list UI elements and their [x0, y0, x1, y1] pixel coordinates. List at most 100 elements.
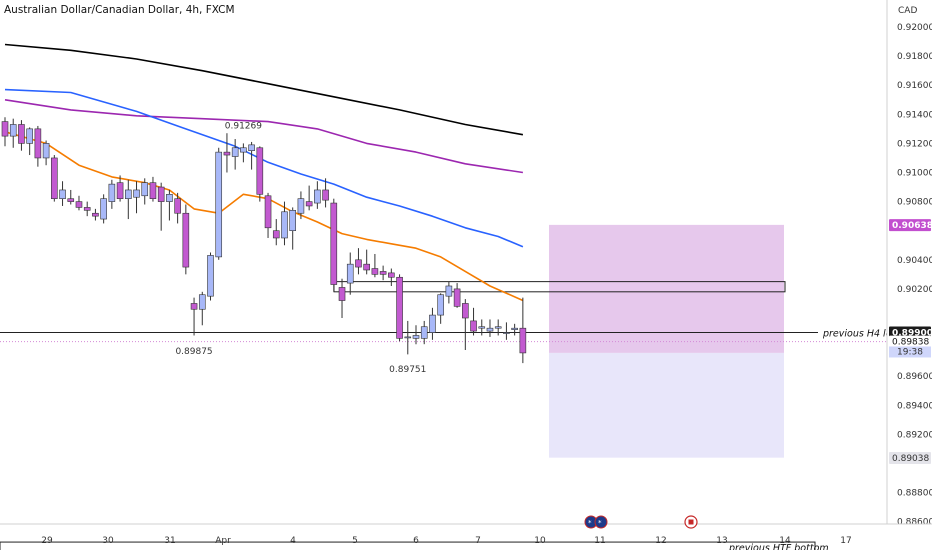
candle: [363, 249, 370, 275]
candle: [396, 274, 403, 342]
candle: [412, 325, 420, 345]
candle: [503, 322, 510, 340]
moving-average-line: [4, 88, 524, 248]
candle-body-bear: [470, 320, 477, 332]
candle-body-bear: [34, 128, 42, 159]
candle-body-bear: [149, 182, 157, 199]
candle: [149, 176, 157, 202]
candle-body-bull: [429, 314, 436, 333]
candle-body-bear: [330, 202, 338, 285]
candle: [272, 219, 280, 246]
candle-body-bear: [256, 147, 264, 195]
candle-body-bear: [1, 121, 9, 137]
x-tick-label: 4: [290, 536, 296, 546]
candle: [83, 201, 91, 217]
candle-body-bear: [462, 303, 469, 319]
candle-body-bear: [51, 157, 58, 199]
candles: [1, 117, 527, 364]
y-tick-label: 0.91800: [897, 52, 932, 62]
candle: [420, 320, 428, 345]
x-tick-label: 31: [164, 536, 175, 546]
candle-body-bear: [157, 186, 165, 202]
candle-body-bear: [116, 182, 124, 199]
event-flag-canada-icon[interactable]: [684, 515, 698, 529]
candle-body-bull: [486, 327, 494, 332]
candle-body-bull: [420, 326, 428, 339]
candle-body-bear: [75, 201, 83, 208]
candle-body-bull: [100, 198, 107, 220]
candle-body-bear: [174, 198, 181, 214]
candle: [322, 178, 329, 208]
candle: [190, 297, 198, 336]
y-tick-label: 0.91400: [897, 110, 932, 120]
x-tick-label: Apr: [215, 536, 231, 546]
take-profit-zone[interactable]: [549, 224, 784, 353]
candle-body-bull: [437, 294, 444, 316]
candle: [51, 155, 58, 202]
candle-body-bull: [248, 144, 255, 151]
candle: [470, 307, 477, 336]
candle-body-bear: [272, 230, 280, 239]
candle: [75, 195, 83, 211]
price-label: 0.89838: [892, 338, 929, 348]
candle: [478, 319, 486, 336]
x-tick-label: 12: [655, 536, 666, 546]
candle-body-bear: [190, 303, 198, 310]
candle-body-bull: [445, 285, 453, 297]
position-tool[interactable]: [549, 224, 784, 458]
y-tick-label: 0.89600: [897, 372, 932, 382]
candle: [174, 192, 181, 224]
candle: [453, 283, 461, 308]
candle-body-bull: [166, 194, 173, 202]
candle-body-bull: [198, 294, 206, 310]
candle-body-bear: [83, 207, 91, 211]
candle-body-bear: [18, 124, 25, 144]
y-tick-label: 0.91600: [897, 81, 932, 91]
chart-title: Australian Dollar/Canadian Dollar, 4h, F…: [4, 4, 235, 16]
candle: [338, 278, 346, 318]
candle: [9, 118, 17, 148]
candle-body-bull: [59, 189, 66, 199]
x-tick-label: 7: [475, 536, 481, 546]
candle: [486, 319, 494, 337]
price-extreme-label: 0.89875: [175, 347, 212, 357]
candle-body-bull: [289, 210, 297, 232]
currency-label: CAD: [898, 6, 917, 16]
candle: [388, 268, 395, 286]
candle: [182, 204, 190, 275]
candle: [346, 252, 354, 295]
y-tick-label: 0.88800: [897, 489, 932, 499]
candle: [240, 143, 247, 163]
candle: [67, 189, 75, 205]
candle-body-bull: [125, 189, 132, 199]
candle: [289, 207, 297, 250]
htf-bottom-box[interactable]: [0, 541, 816, 550]
candle: [248, 141, 255, 170]
x-tick-label: 17: [840, 536, 851, 546]
stop-loss-zone[interactable]: [549, 352, 784, 458]
moving-averages: [4, 43, 524, 302]
candle: [42, 140, 50, 166]
candle-body-bull: [240, 147, 247, 153]
candle: [157, 182, 165, 231]
candle: [133, 181, 140, 214]
x-tick-label: 13: [716, 536, 727, 546]
candle: [462, 299, 469, 351]
previous-htf-bottom-label: previous HTF bottom: [728, 543, 829, 550]
candle: [166, 189, 173, 221]
candle: [256, 146, 264, 202]
price-extreme-label: 0.91269: [225, 121, 262, 131]
x-tick-label: 30: [102, 536, 114, 546]
candle-body-bull: [108, 183, 116, 202]
events-markers[interactable]: * *: [584, 515, 698, 529]
candle: [404, 320, 412, 355]
event-flag-australia-icon[interactable]: *: [594, 515, 608, 529]
candle: [281, 201, 288, 246]
candle: [26, 127, 33, 156]
candle: [297, 191, 305, 220]
candle-body-bull: [494, 326, 502, 329]
y-tick-label: 0.90800: [897, 198, 932, 208]
price-label: 0.90638: [892, 221, 932, 231]
